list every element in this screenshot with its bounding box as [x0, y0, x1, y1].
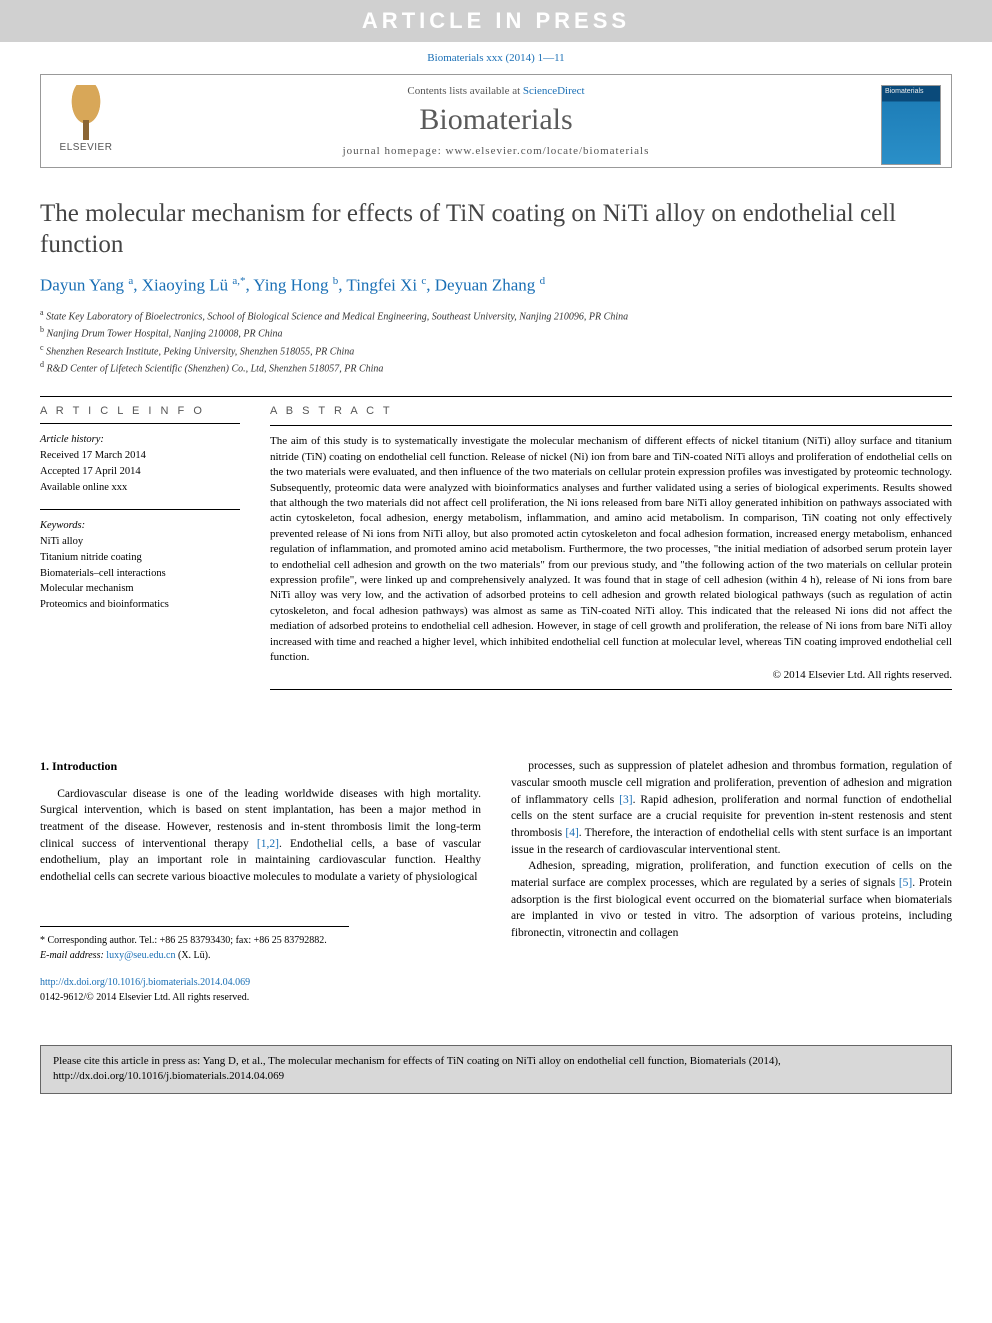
- journal-cover-label: Biomaterials: [882, 86, 940, 97]
- citation-box: Please cite this article in press as: Ya…: [40, 1045, 952, 1094]
- citation-link[interactable]: [1,2]: [257, 838, 279, 850]
- received-date: Received 17 March 2014: [40, 448, 240, 464]
- elsevier-logo: ELSEVIER: [51, 85, 121, 165]
- article-info-header: A R T I C L E I N F O: [40, 405, 240, 417]
- author-list: Dayun Yang a, Xiaoying Lü a,*, Ying Hong…: [40, 275, 952, 296]
- history-label: Article history:: [40, 432, 240, 448]
- journal-cover-thumbnail: Biomaterials: [881, 85, 941, 165]
- journal-reference: Biomaterials xxx (2014) 1—11: [0, 42, 992, 74]
- corresponding-email-link[interactable]: luxy@seu.edu.cn: [106, 950, 175, 961]
- body-two-columns: 1. Introduction Cardiovascular disease i…: [40, 758, 952, 1004]
- abstract-header: A B S T R A C T: [270, 405, 952, 417]
- contents-prefix: Contents lists available at: [407, 85, 522, 97]
- keyword-item: Biomaterials–cell interactions: [40, 566, 240, 582]
- corresponding-line: * Corresponding author. Tel.: +86 25 837…: [40, 933, 349, 948]
- available-online: Available online xxx: [40, 480, 240, 496]
- contents-available-line: Contents lists available at ScienceDirec…: [41, 85, 951, 97]
- affiliation-line: c Shenzhen Research Institute, Peking Un…: [40, 342, 952, 359]
- citation-link[interactable]: [4]: [565, 827, 578, 839]
- journal-header-box: ELSEVIER Biomaterials Contents lists ava…: [40, 74, 952, 168]
- journal-homepage-line: journal homepage: www.elsevier.com/locat…: [41, 145, 951, 157]
- intro-paragraph-1: Cardiovascular disease is one of the lea…: [40, 786, 481, 886]
- doi-block: http://dx.doi.org/10.1016/j.biomaterials…: [40, 975, 481, 1005]
- divider: [40, 396, 952, 397]
- accepted-date: Accepted 17 April 2014: [40, 464, 240, 480]
- keyword-item: Titanium nitride coating: [40, 550, 240, 566]
- abstract-column: A B S T R A C T The aim of this study is…: [270, 405, 952, 698]
- keyword-item: Proteomics and bioinformatics: [40, 597, 240, 613]
- article-history-block: Article history: Received 17 March 2014 …: [40, 432, 240, 495]
- elsevier-tree-icon: [61, 85, 111, 140]
- sciencedirect-link[interactable]: ScienceDirect: [523, 85, 585, 97]
- citation-link[interactable]: [3]: [619, 794, 632, 806]
- article-title: The molecular mechanism for effects of T…: [40, 198, 952, 261]
- corresponding-author-block: * Corresponding author. Tel.: +86 25 837…: [40, 926, 349, 963]
- keyword-item: NiTi alloy: [40, 534, 240, 550]
- journal-name: Biomaterials: [41, 103, 951, 137]
- abstract-text: The aim of this study is to systematical…: [270, 434, 952, 665]
- citation-link[interactable]: [5]: [899, 877, 912, 889]
- email-suffix: (X. Lü).: [176, 950, 211, 961]
- article-in-press-banner: ARTICLE IN PRESS: [0, 0, 992, 42]
- body-column-left: 1. Introduction Cardiovascular disease i…: [40, 758, 481, 1004]
- homepage-url: www.elsevier.com/locate/biomaterials: [446, 145, 650, 157]
- doi-link[interactable]: http://dx.doi.org/10.1016/j.biomaterials…: [40, 977, 250, 988]
- keywords-block: Keywords: NiTi alloyTitanium nitride coa…: [40, 518, 240, 613]
- affiliations-block: a State Key Laboratory of Bioelectronics…: [40, 307, 952, 376]
- issn-copyright: 0142-9612/© 2014 Elsevier Ltd. All right…: [40, 992, 249, 1003]
- affiliation-line: b Nanjing Drum Tower Hospital, Nanjing 2…: [40, 324, 952, 341]
- homepage-prefix: journal homepage:: [343, 145, 446, 157]
- body-column-right: processes, such as suppression of platel…: [511, 758, 952, 1004]
- abstract-copyright: © 2014 Elsevier Ltd. All rights reserved…: [270, 669, 952, 681]
- affiliation-line: d R&D Center of Lifetech Scientific (She…: [40, 359, 952, 376]
- publisher-name: ELSEVIER: [51, 142, 121, 153]
- keywords-label: Keywords:: [40, 518, 240, 534]
- article-info-column: A R T I C L E I N F O Article history: R…: [40, 405, 240, 698]
- intro-paragraph-2: processes, such as suppression of platel…: [511, 758, 952, 858]
- email-label: E-mail address:: [40, 950, 106, 961]
- intro-paragraph-3: Adhesion, spreading, migration, prolifer…: [511, 858, 952, 941]
- affiliation-line: a State Key Laboratory of Bioelectronics…: [40, 307, 952, 324]
- keyword-item: Molecular mechanism: [40, 581, 240, 597]
- introduction-heading: 1. Introduction: [40, 758, 481, 775]
